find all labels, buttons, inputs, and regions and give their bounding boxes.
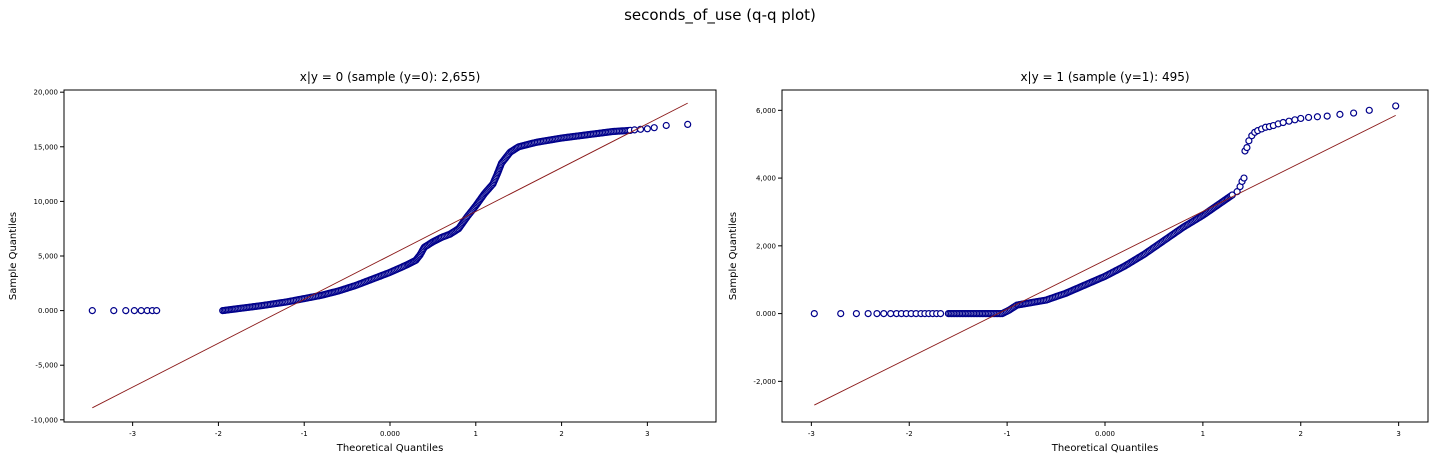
y-tick-label: 6,000	[756, 107, 776, 115]
y-axis-label-y0: Sample Quantiles	[8, 212, 19, 300]
y-tick-label: 20,000	[34, 89, 59, 97]
sample-point	[1304, 113, 1313, 122]
sample-point	[1323, 112, 1331, 120]
panel-title-y1: x|y = 1 (sample (y=1): 495)	[1020, 70, 1189, 84]
y-tick-label: 15,000	[34, 143, 59, 151]
y-tick-label: 0.000	[38, 307, 58, 315]
x-tick-label: 0.000	[1095, 430, 1115, 438]
sample-point	[852, 309, 860, 318]
x-axis-label-y1: Theoretical Quantiles	[1051, 443, 1159, 454]
x-tick-label: 3	[1396, 430, 1400, 438]
sample-point	[1243, 143, 1251, 152]
qq-panel-y1: x|y = 1 (sample (y=1): 495) -3 -2 -1 0.000 1…	[728, 70, 1429, 454]
sample-point	[1245, 137, 1253, 145]
sample-point	[864, 309, 872, 318]
sample-point	[936, 309, 945, 318]
y-axis-label-y1: Sample Quantiles	[728, 212, 739, 300]
sample-point	[1313, 113, 1322, 121]
x-tick-label: 2	[559, 430, 563, 438]
x-tick-label: 2	[1299, 430, 1303, 438]
sample-points-y1	[810, 102, 1400, 318]
sample-points-y0	[88, 120, 692, 315]
sample-point	[110, 307, 118, 315]
y-tick-label: 4,000	[756, 175, 776, 183]
y-tick-label: 2,000	[756, 242, 776, 250]
y-tick-label: -2,000	[753, 378, 776, 386]
sample-point	[837, 309, 845, 318]
sample-point	[887, 309, 895, 318]
sample-point	[1350, 109, 1358, 117]
sample-point	[1291, 116, 1299, 124]
x-tick-label: 1	[1201, 430, 1205, 438]
sample-point	[662, 121, 670, 130]
sample-point	[1279, 118, 1287, 127]
x-tick-label: -3	[808, 430, 815, 438]
y-tick-label: -5,000	[35, 362, 58, 370]
x-axis-label-y0: Theoretical Quantiles	[336, 443, 444, 454]
figure-title: seconds_of_use (q-q plot)	[624, 6, 816, 24]
x-tick-label: -2	[215, 430, 222, 438]
sample-point	[153, 307, 161, 315]
sample-point	[137, 307, 145, 315]
sample-point	[1365, 106, 1373, 114]
sample-point	[810, 309, 818, 318]
sample-point	[1392, 102, 1400, 110]
sample-point	[122, 307, 130, 315]
plot-area-y1	[781, 89, 1429, 423]
y-ticks-y0: -10,000 -5,000 0.000 5,000 10,000 15,000 20,00…	[31, 89, 64, 424]
sample-point	[1336, 110, 1344, 118]
y-tick-label: 0.000	[756, 310, 776, 318]
sample-point	[643, 125, 651, 133]
x-tick-label: -3	[129, 430, 136, 438]
y-tick-label: 5,000	[38, 253, 58, 261]
panel-title-y0: x|y = 0 (sample (y=0): 2,655)	[300, 70, 481, 84]
reference-line-y1	[814, 115, 1396, 406]
sample-point	[684, 120, 692, 129]
qq-panel-y0: x|y = 0 (sample (y=0): 2,655) -3 -2 -1 0.00…	[8, 70, 717, 454]
x-tick-label: 3	[645, 430, 649, 438]
sample-point	[1240, 174, 1248, 182]
sample-point	[130, 307, 138, 315]
sample-point	[873, 309, 881, 318]
sample-point	[1285, 117, 1293, 125]
x-ticks-y1: -3 -2 -1 0.000 1 2 3	[808, 422, 1401, 438]
sample-point	[650, 124, 658, 132]
x-tick-label: -2	[906, 430, 913, 438]
x-tick-label: 1	[474, 430, 478, 438]
y-tick-label: -10,000	[31, 416, 58, 424]
sample-point	[88, 307, 96, 315]
x-tick-label: 0.000	[380, 430, 400, 438]
sample-point	[1297, 114, 1305, 123]
y-ticks-y1: -2,000 0.000 2,000 4,000 6,000	[753, 107, 782, 386]
sample-point	[880, 309, 888, 318]
x-tick-label: -1	[1004, 430, 1011, 438]
y-tick-label: 10,000	[34, 198, 59, 206]
x-ticks-y0: -3 -2 -1 0.000 1 2 3	[129, 422, 650, 438]
reference-line-y0	[92, 102, 688, 409]
x-tick-label: -1	[301, 430, 308, 438]
